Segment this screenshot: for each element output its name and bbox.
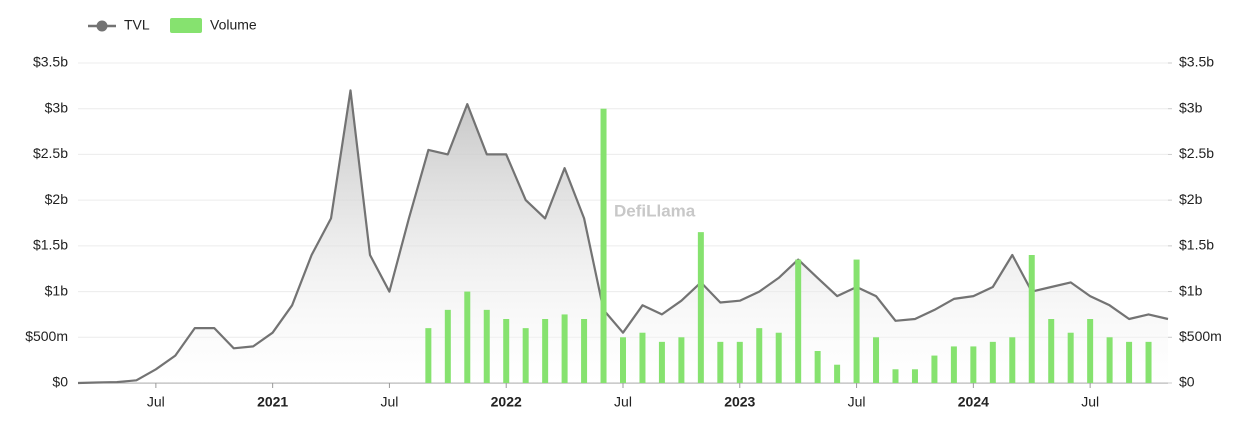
volume-bar [970, 346, 977, 383]
volume-bar [931, 355, 938, 383]
y2-tick-label: $3.5b [1179, 54, 1214, 70]
y-tick-label: $3b [45, 99, 69, 115]
volume-bar [600, 108, 607, 383]
volume-bar [658, 341, 665, 383]
volume-bar [620, 337, 626, 383]
tvl-area [78, 90, 1168, 384]
volume-bar [892, 369, 899, 383]
x-tick-label: 2022 [491, 394, 522, 410]
volume-bar [1126, 341, 1133, 383]
x-tick-label: Jul [1081, 394, 1099, 410]
volume-bar [639, 332, 646, 383]
y-tick-label: $1b [45, 282, 69, 298]
y-tick-label: $3.5b [33, 54, 68, 70]
volume-bar [522, 328, 529, 383]
x-tick-label: Jul [614, 394, 632, 410]
volume-bar [853, 259, 860, 383]
volume-bar [989, 341, 996, 383]
volume-bar [697, 232, 704, 383]
y-tick-label: $0 [52, 374, 68, 390]
x-tick-label: 2024 [958, 394, 989, 410]
volume-bar [1028, 255, 1035, 383]
volume-bar [561, 314, 568, 383]
legend-swatch [170, 18, 202, 33]
volume-bar [911, 369, 918, 383]
volume-bar [425, 328, 432, 383]
legend-swatch [96, 20, 108, 32]
volume-bar [775, 332, 782, 383]
legend: TVL Volume [88, 17, 257, 33]
volume-bar [736, 341, 743, 383]
legend-label: Volume [210, 17, 257, 33]
y-tick-label: $500m [25, 328, 68, 344]
y-tick-label: $2b [45, 191, 69, 207]
y2-tick-label: $0 [1179, 374, 1195, 390]
volume-bar [1106, 337, 1113, 383]
x-tick-label: Jul [848, 394, 866, 410]
volume-bar [1145, 341, 1152, 383]
y2-tick-label: $2b [1179, 191, 1203, 207]
volume-bar [503, 319, 510, 383]
volume-bar [1087, 319, 1094, 383]
volume-bar [834, 364, 841, 383]
volume-bar [756, 328, 763, 383]
y2-tick-label: $1.5b [1179, 237, 1214, 253]
y-tick-label: $1.5b [33, 237, 68, 253]
tvl-line [77, 89, 1169, 385]
y-tick-label: $2.5b [33, 145, 68, 161]
volume-bar [464, 291, 471, 383]
volume-bar [795, 259, 802, 383]
volume-bar [717, 341, 724, 383]
x-tick-label: Jul [380, 394, 398, 410]
volume-bar [542, 319, 549, 383]
y2-tick-label: $1b [1179, 282, 1203, 298]
volume-bar [1048, 319, 1055, 383]
x-tick-label: 2021 [257, 394, 288, 410]
x-tick-label: 2023 [724, 394, 755, 410]
legend-label: TVL [124, 17, 150, 33]
volume-bar [814, 351, 821, 383]
volume-bar [1009, 337, 1016, 383]
volume-bar [950, 346, 957, 383]
y2-tick-label: $500m [1179, 328, 1222, 344]
volume-bar [873, 337, 880, 383]
x-tick-label: Jul [147, 394, 165, 410]
volume-bar [581, 319, 588, 383]
volume-bar [1067, 332, 1074, 383]
volume-bar [444, 309, 451, 383]
watermark: DefiLlama [614, 201, 696, 220]
volume-bar [483, 309, 490, 383]
y2-tick-label: $3b [1179, 99, 1203, 115]
volume-bar [678, 337, 685, 383]
y2-tick-label: $2.5b [1179, 145, 1214, 161]
